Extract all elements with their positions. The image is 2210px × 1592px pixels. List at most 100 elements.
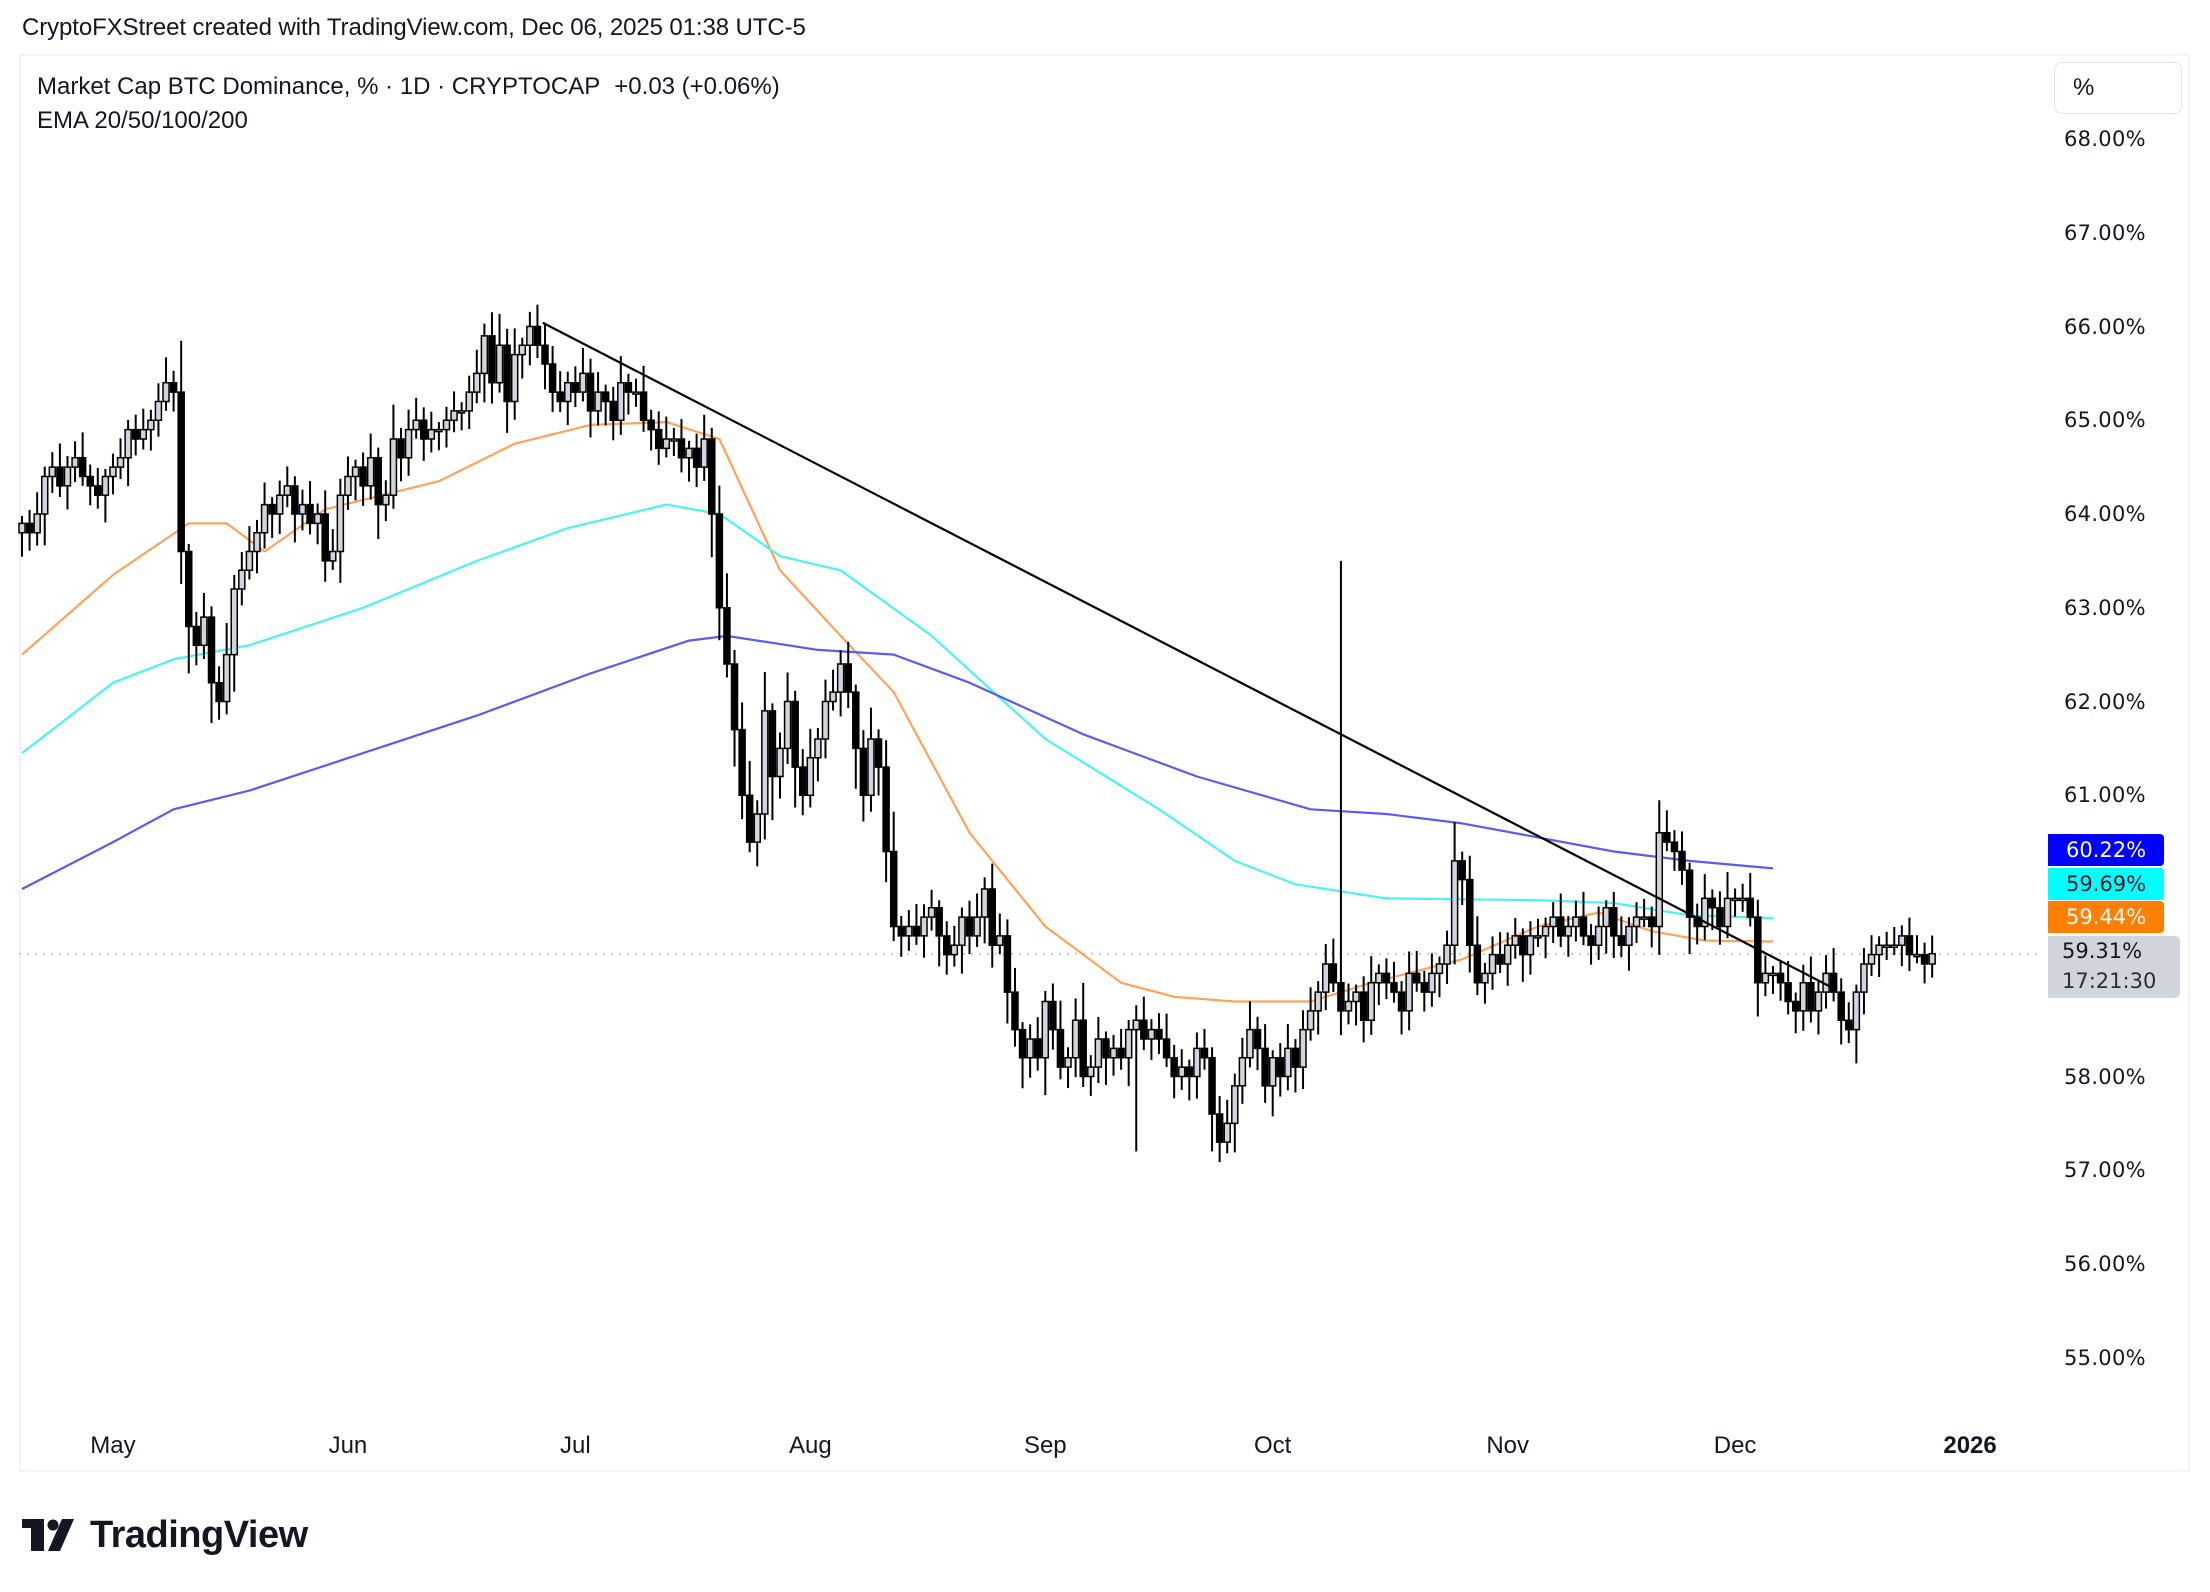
candle <box>419 419 428 440</box>
candle <box>162 382 170 403</box>
indicator-row[interactable]: EMA 20/50/100/200 <box>37 107 248 134</box>
candle <box>200 616 208 646</box>
candle <box>442 419 451 431</box>
price-tick-label: 66.00% <box>2064 314 2146 339</box>
price-tick-label: 64.00% <box>2064 502 2146 526</box>
candle <box>1579 916 1588 937</box>
candle <box>473 372 481 393</box>
candle <box>116 457 125 468</box>
candle <box>1132 1019 1141 1031</box>
price-tick-label: 63.00% <box>2064 595 2146 620</box>
candle <box>1875 944 1883 956</box>
candle <box>867 738 875 796</box>
candle <box>556 391 564 403</box>
candle <box>1511 935 1520 946</box>
price-tick-label: 61.00% <box>2064 783 2146 808</box>
candle <box>738 728 746 796</box>
candle <box>1155 1028 1163 1040</box>
candle <box>366 457 375 487</box>
candle <box>874 738 883 768</box>
candle <box>1632 916 1641 928</box>
candle <box>1200 1047 1209 1059</box>
time-tick-label: Nov <box>1486 1432 1530 1459</box>
candle <box>177 391 185 553</box>
candle <box>1056 1028 1065 1068</box>
price-change: +0.03 (+0.06%) <box>614 73 780 100</box>
descending-trendline[interactable] <box>542 321 1835 990</box>
candle <box>1655 832 1664 928</box>
chart-pane[interactable] <box>19 54 2190 1472</box>
price-tick-label: 58.00% <box>2064 1064 2146 1089</box>
candle <box>78 457 87 478</box>
tradingview-logo[interactable]: TradingView <box>22 1512 308 1558</box>
candle <box>465 391 473 412</box>
candle <box>1890 944 1899 948</box>
candle <box>1920 953 1929 965</box>
candle <box>359 466 367 487</box>
candle <box>518 344 527 356</box>
candle <box>344 475 352 496</box>
candle <box>40 475 49 515</box>
candle <box>1473 944 1482 984</box>
candle <box>632 391 640 395</box>
candle <box>298 503 307 515</box>
candle <box>1238 1057 1247 1087</box>
candle <box>283 485 292 496</box>
candle <box>700 438 708 468</box>
candle <box>1738 897 1747 902</box>
scale-percent-button[interactable]: % <box>2054 62 2182 114</box>
time-tick-label: Aug <box>788 1432 832 1459</box>
trendline[interactable] <box>542 321 1835 990</box>
candle <box>412 419 420 431</box>
last-price-value: 59.31% <box>2062 939 2143 963</box>
candle <box>776 747 784 778</box>
ema-line[interactable] <box>21 634 1774 890</box>
candle <box>1231 1085 1239 1125</box>
ema-line[interactable] <box>21 503 1774 920</box>
price-tick-label: 62.00% <box>2064 689 2146 714</box>
candle <box>1314 991 1322 1012</box>
candle <box>275 494 284 515</box>
candle <box>1412 972 1421 984</box>
candle <box>1276 1057 1285 1078</box>
candle <box>571 382 580 393</box>
bar-countdown: 17:21:30 <box>2062 969 2157 993</box>
candle <box>1541 925 1550 937</box>
candle <box>897 925 906 937</box>
candle <box>1208 1057 1216 1115</box>
price-tick-label: 55.00% <box>2064 1345 2146 1370</box>
candle <box>1663 832 1671 843</box>
symbol-row[interactable]: Market Cap BTC Dominance, % · 1D · CRYPT… <box>37 70 780 104</box>
candle <box>1625 925 1633 946</box>
candle <box>601 391 610 403</box>
candle <box>526 325 534 346</box>
candle <box>1140 1019 1148 1040</box>
candle <box>1458 860 1466 881</box>
candle <box>1466 878 1474 946</box>
candle <box>958 916 966 946</box>
candle <box>488 335 496 384</box>
candle <box>1094 1038 1103 1068</box>
candle <box>1534 935 1542 939</box>
candle <box>56 466 64 487</box>
candle <box>859 747 868 796</box>
candle <box>814 738 822 759</box>
candle <box>1359 991 1368 1021</box>
candle <box>988 888 996 946</box>
candle <box>1428 972 1436 993</box>
candle <box>374 457 383 506</box>
candle <box>723 607 731 665</box>
ema-line[interactable] <box>21 421 1774 1003</box>
candle <box>1102 1038 1110 1059</box>
candle <box>1003 935 1012 993</box>
candle <box>1011 991 1019 1031</box>
candle <box>1670 841 1679 853</box>
ema-lines <box>21 421 1774 1003</box>
candle <box>329 550 337 562</box>
candle <box>336 494 345 553</box>
candle <box>510 353 519 403</box>
candle <box>230 588 238 656</box>
chart-legend: Market Cap BTC Dominance, % · 1D · CRYPT… <box>37 70 780 138</box>
candle <box>260 503 269 534</box>
